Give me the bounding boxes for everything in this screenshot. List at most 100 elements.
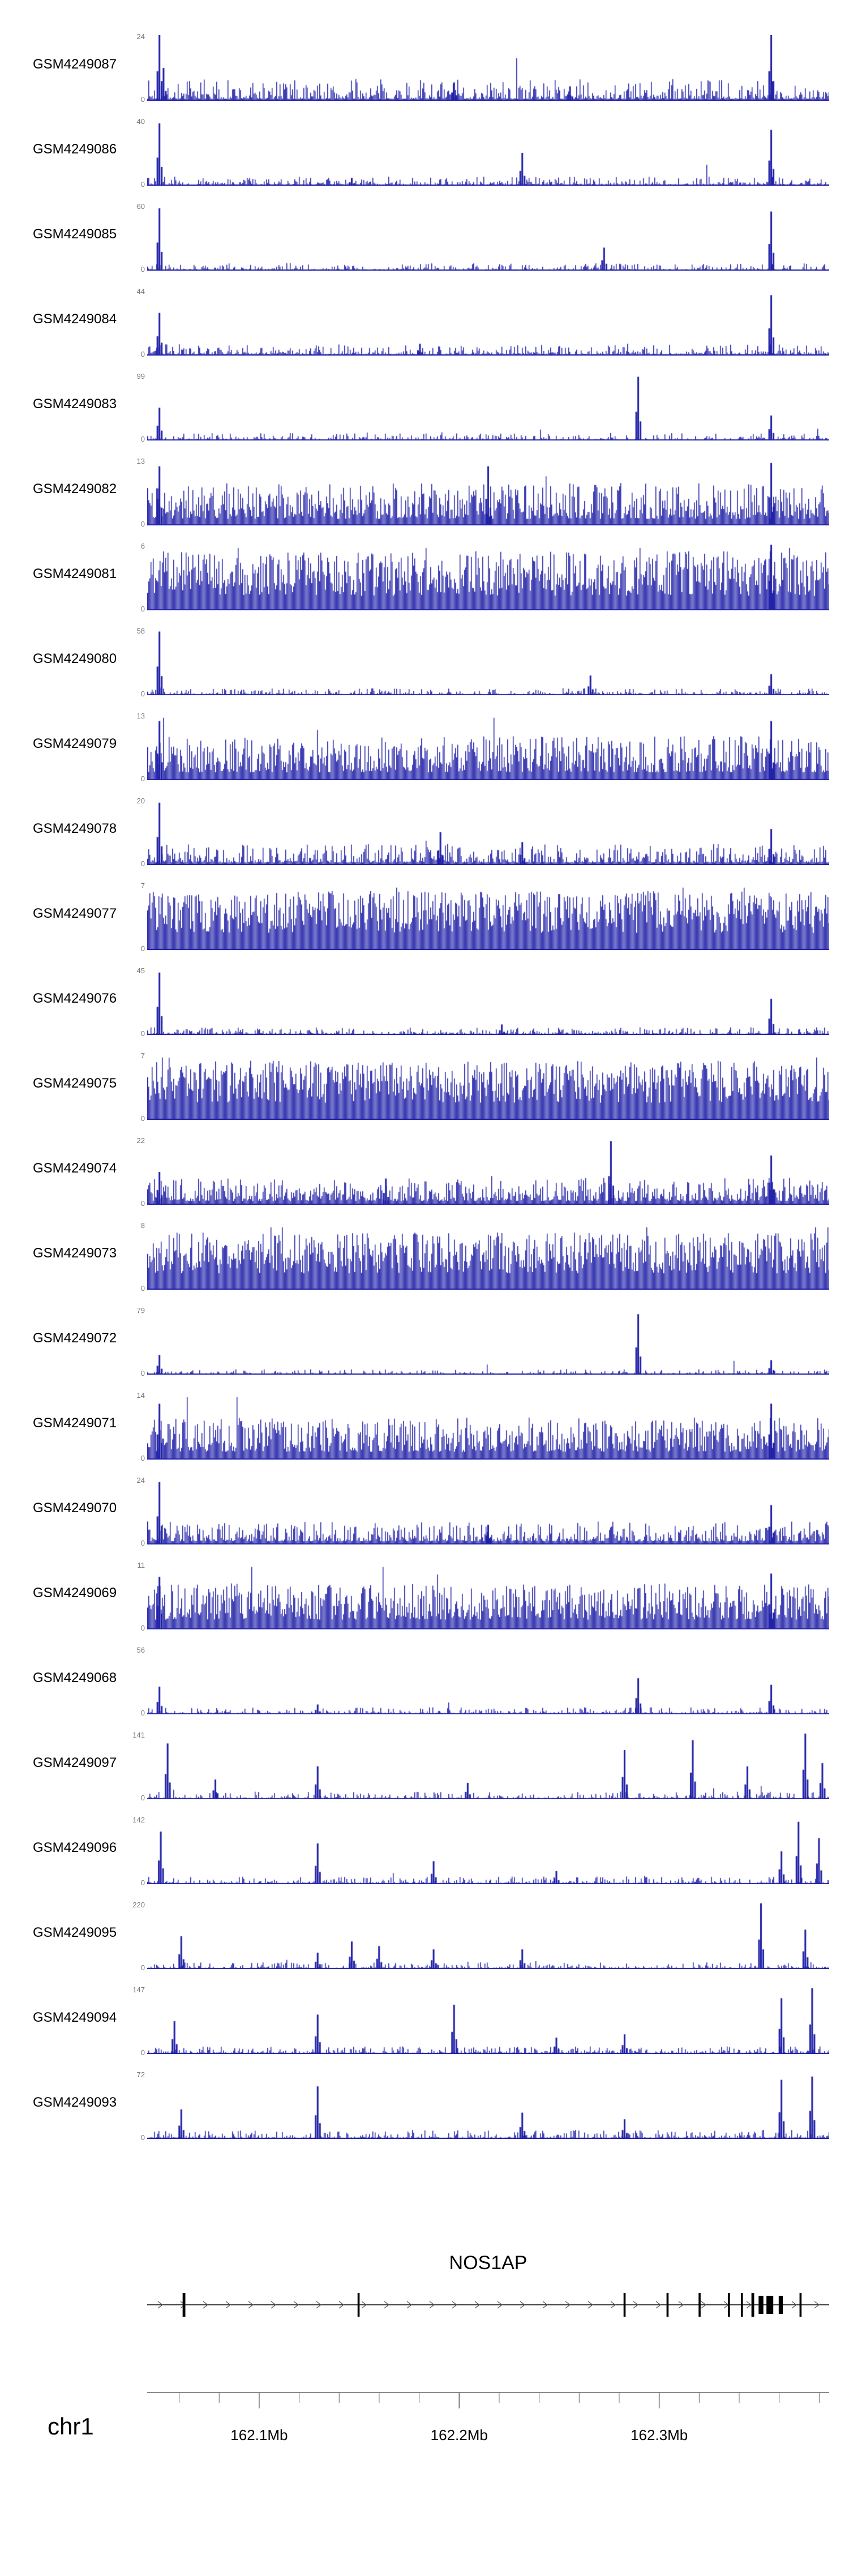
track-label: GSM4249079 [33,736,117,751]
track-plot: 147 0 [132,1986,829,2056]
track-row: GSM4249076 45 0 [0,955,849,1039]
exon-tick [751,2293,754,2317]
signal-track-canvas [147,375,829,440]
track-ymin-label: 0 [140,1539,145,1547]
track-row: GSM4249085 60 0 [0,190,849,275]
signal-track-canvas [147,799,829,865]
track-plot: 141 0 [132,1731,829,1802]
signal-track-canvas [147,35,829,101]
track-row: GSM4249081 6 0 [0,530,849,615]
track-ymax-label: 13 [136,712,145,720]
gene-title: NOS1AP [449,2252,528,2274]
signal-track-canvas [147,1649,829,1714]
track-row: GSM4249086 40 0 [0,105,849,190]
track-ymax-label: 7 [140,882,145,890]
track-ymin-label: 0 [140,180,145,189]
signal-track-canvas [147,120,829,186]
gene-annotation-section: NOS1AP [147,2252,829,2330]
signal-track-canvas [147,1394,829,1460]
ruler-tick-label: 162.3Mb [631,2427,688,2444]
signal-track-canvas [147,1988,829,2054]
track-row: GSM4249096 142 0 [0,1804,849,1889]
track-label: GSM4249084 [33,311,117,327]
track-ymin-label: 0 [140,1878,145,1887]
track-plot: 24 0 [137,33,829,103]
signal-track-canvas [147,1734,829,1799]
track-ymax-label: 147 [132,1986,145,1994]
track-ymin-label: 0 [140,2048,145,2057]
track-ymax-label: 22 [136,1136,145,1145]
track-plot: 11 0 [138,1561,829,1632]
track-plot: 142 0 [132,1816,829,1886]
gene-model [147,2293,829,2317]
track-label: GSM4249072 [33,1330,117,1346]
track-row: GSM4249072 79 0 [0,1294,849,1379]
track-row: GSM4249077 7 0 [0,870,849,955]
chromosome-label: chr1 [48,2413,94,2440]
track-plot: 13 0 [137,712,829,782]
track-label: GSM4249068 [33,1670,117,1685]
track-ymin-label: 0 [140,859,145,868]
track-row: GSM4249070 24 0 [0,1464,849,1549]
track-plot: 58 0 [137,627,829,698]
signal-track-canvas [147,1903,829,1969]
track-row: GSM4249074 22 0 [0,1124,849,1209]
track-ymax-label: 60 [136,202,145,211]
track-ymin-label: 0 [140,690,145,698]
track-row: GSM4249078 20 0 [0,785,849,870]
ruler-tick-label: 162.1Mb [230,2427,288,2444]
track-ymax-label: 8 [140,1221,145,1230]
track-ymin-label: 0 [140,1794,145,1802]
signal-track-canvas [147,884,829,950]
signal-track-canvas [147,460,829,525]
track-plot: 99 0 [137,373,829,443]
track-ymax-label: 6 [140,542,145,550]
exon-tick [666,2293,669,2317]
track-ymin-label: 0 [140,1454,145,1462]
track-label: GSM4249096 [33,1840,117,1855]
track-row: GSM4249080 58 0 [0,615,849,700]
track-row: GSM4249087 24 0 [0,20,849,105]
track-row: GSM4249094 147 0 [0,1974,849,2059]
signal-track-canvas [147,1818,829,1884]
track-row: GSM4249075 7 0 [0,1039,849,1124]
track-ymin-label: 0 [140,520,145,528]
track-ymax-label: 141 [132,1731,145,1739]
track-ymax-label: 79 [136,1306,145,1315]
track-ymin-label: 0 [140,605,145,613]
track-ymin-label: 0 [140,95,145,104]
track-plot: 56 0 [137,1646,829,1717]
track-ymin-label: 0 [140,1963,145,1972]
track-label: GSM4249070 [33,1500,117,1516]
track-ymax-label: 24 [136,32,145,41]
track-ymax-label: 58 [136,627,145,635]
track-plot: 60 0 [137,203,829,273]
track-label: GSM4249094 [33,2010,117,2025]
track-ymax-label: 14 [136,1391,145,1400]
track-row: GSM4249097 141 0 [0,1719,849,1804]
track-label: GSM4249078 [33,821,117,836]
exon-tick [799,2293,802,2317]
signal-track-canvas [147,1224,829,1290]
track-row: GSM4249083 99 0 [0,360,849,445]
track-ymin-label: 0 [140,1709,145,1717]
track-label: GSM4249073 [33,1246,117,1261]
track-ymax-label: 20 [136,797,145,805]
track-ymax-label: 44 [136,287,145,296]
track-plot: 220 0 [132,1901,829,1971]
signal-tracks: GSM4249087 24 0 GSM4249086 40 0 GSM4249085 60 0 G… [0,20,849,2143]
track-ymin-label: 0 [140,1199,145,1208]
track-plot: 13 0 [137,457,829,528]
track-ymin-label: 0 [140,350,145,358]
track-label: GSM4249077 [33,906,117,921]
exon-tick [623,2293,626,2317]
track-row: GSM4249079 13 0 [0,700,849,785]
exon-tick [740,2293,743,2317]
track-row: GSM4249082 13 0 [0,445,849,530]
track-label: GSM4249087 [33,57,117,72]
track-ymin-label: 0 [140,944,145,953]
track-plot: 14 0 [137,1392,829,1462]
track-ymax-label: 45 [136,966,145,975]
track-plot: 20 0 [137,797,829,867]
